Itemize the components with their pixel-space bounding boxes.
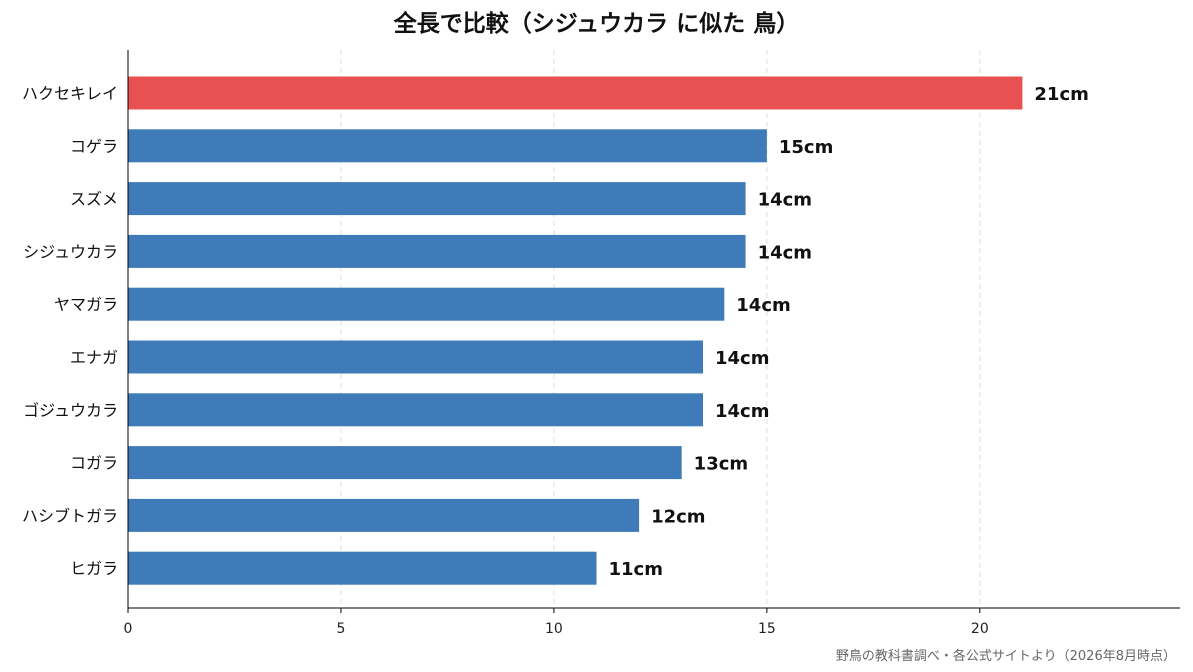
x-tick-label: 10 (545, 621, 563, 637)
category-label: ヤマガラ (54, 295, 118, 314)
bar (128, 393, 703, 427)
data-label: 11cm (609, 559, 663, 580)
category-label: ハシブトガラ (22, 506, 118, 525)
bar (128, 551, 597, 585)
bar (128, 498, 640, 532)
category-label: コガラ (70, 454, 118, 473)
data-label: 21cm (1034, 84, 1088, 105)
category-label: コゲラ (70, 137, 118, 156)
bar (128, 129, 767, 163)
bar (128, 340, 703, 374)
bar (128, 234, 746, 268)
data-label: 14cm (736, 295, 790, 316)
data-label: 14cm (715, 348, 769, 369)
x-tick-label: 0 (124, 621, 133, 637)
source-note: 野鳥の教科書調べ・各公式サイトより（2026年8月時点） (835, 649, 1176, 664)
chart-title: 全長で比較（シジュウカラ に似た 鳥） (393, 11, 800, 37)
data-label: 13cm (694, 454, 748, 475)
bar (128, 76, 1023, 110)
bar (128, 287, 725, 321)
category-label: ヒガラ (70, 559, 118, 578)
x-tick-label: 5 (336, 621, 345, 637)
data-label: 14cm (715, 401, 769, 422)
data-label: 12cm (651, 506, 705, 527)
bar (128, 446, 682, 480)
x-tick-label: 20 (971, 621, 989, 637)
bar (128, 182, 746, 216)
data-label: 14cm (758, 190, 812, 211)
category-label: エナガ (70, 348, 118, 367)
category-label: ハクセキレイ (22, 84, 118, 103)
data-label: 15cm (779, 137, 833, 158)
category-label: スズメ (70, 190, 118, 209)
category-label: ゴジュウカラ (23, 401, 118, 420)
category-label: シジュウカラ (23, 242, 118, 261)
x-tick-label: 15 (758, 621, 776, 637)
data-label: 14cm (758, 242, 812, 263)
